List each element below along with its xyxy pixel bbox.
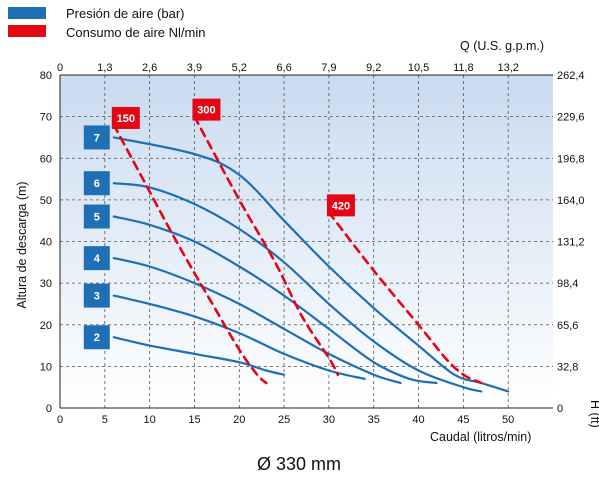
consumption-curve-420 [327, 211, 483, 385]
y2-tick-label: 65,6 [557, 320, 578, 332]
pressure-badge-5 [83, 204, 110, 229]
legend: Presión de aire (bar) Consumo de aire Nl… [8, 6, 205, 40]
y-tick-label: 80 [40, 70, 52, 82]
legend-swatch-pressure [8, 7, 46, 19]
legend-swatch-consumption [8, 25, 46, 37]
pressure-curve-6 [112, 182, 483, 393]
y-tick-label: 10 [40, 361, 52, 373]
x-axis-title: Caudal (litros/min) [430, 430, 531, 444]
y-axis-title: Altura de descarga (m) [15, 181, 29, 308]
y2-tick-label: 98,4 [557, 278, 578, 290]
x-tick-label: 10 [144, 414, 156, 426]
pressure-badge-3 [83, 283, 110, 308]
pressure-badge-7 [83, 125, 110, 150]
pressure-badge-label-4: 4 [94, 253, 101, 265]
x2-tick-label: 7,9 [321, 62, 336, 74]
axes [59, 74, 553, 409]
pressure-curve-7 [112, 136, 510, 393]
x-tick-label: 5 [102, 414, 108, 426]
x-tick-label: 25 [278, 414, 290, 426]
y2-tick-label: 196,8 [557, 153, 585, 165]
y-tick-label: 30 [40, 278, 52, 290]
curve-badges: 7 6 5 4 3 2 150 300 420 [83, 98, 355, 350]
x2-tick-label: 10,5 [408, 62, 429, 74]
consumption-badge-150 [111, 106, 140, 129]
x2-tick-label: 2,6 [142, 62, 157, 74]
pressure-curve-3 [112, 294, 366, 380]
pressure-curve-2 [112, 336, 286, 376]
x-tick-label: 20 [233, 414, 245, 426]
pressure-curve-4 [112, 257, 402, 385]
consumption-badge-300 [192, 98, 221, 121]
pressure-badge-label-3: 3 [94, 291, 100, 303]
pressure-badge-4 [83, 246, 110, 271]
y2-tick-label: 262,4 [557, 70, 585, 82]
x-tick-label: 40 [412, 414, 424, 426]
x2-tick-label: 3,9 [187, 62, 202, 74]
y-tick-label: 50 [40, 195, 52, 207]
x-tick-label: 35 [368, 414, 380, 426]
x-tick-label: 30 [323, 414, 335, 426]
y2-tick-label: 164,0 [557, 195, 585, 207]
chart-caption: Ø 330 mm [257, 454, 341, 474]
x2-tick-label: 9,2 [366, 62, 381, 74]
x2-tick-label: 5,2 [232, 62, 247, 74]
pressure-badge-label-2: 2 [94, 332, 100, 344]
consumption-badge-420 [326, 194, 355, 217]
x2-tick-label: 13,2 [497, 62, 518, 74]
consumption-curve-150 [112, 123, 268, 385]
y-tick-label: 20 [40, 320, 52, 332]
pressure-badge-2 [83, 325, 110, 350]
consumption-curve-300 [193, 115, 340, 376]
consumption-badge-label-150: 150 [117, 113, 135, 125]
ticks: 0 010 32,820 65,630 98,440 131,250 164,060 196,… [40, 62, 585, 426]
y2-tick-label: 131,2 [557, 237, 585, 249]
pressure-curves [112, 136, 510, 393]
pressure-badge-label-7: 7 [94, 132, 100, 144]
consumption-badge-label-300: 300 [197, 105, 215, 117]
y2-tick-label: 0 [557, 403, 563, 415]
x-tick-label: 45 [457, 414, 469, 426]
pressure-badge-label-5: 5 [94, 212, 100, 224]
y-tick-label: 70 [40, 112, 52, 124]
y-tick-label: 60 [40, 153, 52, 165]
y-tick-label: 40 [40, 237, 52, 249]
consumption-curves [112, 115, 483, 385]
x-tick-label: 50 [502, 414, 514, 426]
x2-tick-label: 0 [57, 62, 63, 74]
x2-tick-label: 6,6 [276, 62, 291, 74]
x-tick-label: 0 [57, 414, 63, 426]
y2-tick-label: 32,8 [557, 361, 578, 373]
x-tick-label: 15 [188, 414, 200, 426]
pressure-curve-5 [112, 215, 438, 385]
y2-tick-label: 229,6 [557, 112, 585, 124]
consumption-badge-label-420: 420 [332, 200, 350, 212]
y-tick-label: 0 [46, 403, 52, 415]
pressure-badge-6 [83, 171, 110, 196]
y2-axis-title: H (ft) [588, 400, 599, 428]
x2-axis-title: Q (U.S. g.p.m.) [460, 39, 544, 53]
legend-label-consumption: Consumo de aire Nl/min [66, 25, 205, 40]
x2-tick-label: 1,3 [97, 62, 112, 74]
legend-label-pressure: Presión de aire (bar) [66, 6, 185, 21]
pressure-badge-label-6: 6 [94, 178, 100, 190]
x2-tick-label: 11,8 [453, 62, 474, 74]
